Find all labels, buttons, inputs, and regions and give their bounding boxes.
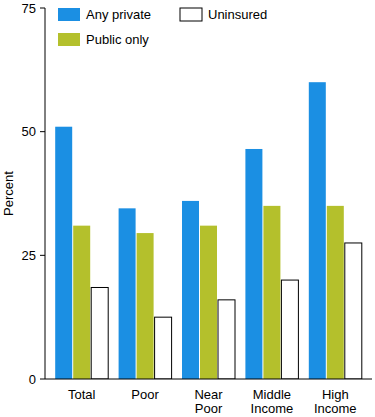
y-tick-label: 75	[22, 1, 36, 16]
x-tick-label: NearPoor	[194, 387, 223, 416]
y-tick	[40, 8, 45, 9]
legend-label: Public only	[86, 32, 149, 47]
bar	[245, 149, 262, 379]
x-tick-label-line: High	[322, 387, 349, 402]
bar	[182, 201, 199, 379]
bar	[327, 206, 344, 379]
legend-swatch	[58, 8, 80, 21]
legend-label: Uninsured	[208, 7, 267, 22]
bar	[200, 226, 217, 379]
y-tick-label: 25	[22, 248, 36, 263]
x-tick-label-line: Income	[251, 401, 294, 416]
bar	[91, 287, 108, 379]
x-tick-label: MiddleIncome	[251, 387, 294, 416]
bar	[281, 280, 298, 379]
y-tick	[40, 379, 45, 380]
x-tick-label-line: Near	[194, 387, 223, 402]
x-tick-label-line: Middle	[253, 387, 291, 402]
y-axis	[45, 8, 46, 379]
legend-label: Any private	[86, 7, 151, 22]
bar	[263, 206, 280, 379]
chart: 0255075PercentTotalPoorNearPoorMiddleInc…	[0, 0, 375, 417]
legend-swatch	[180, 8, 202, 21]
y-axis-label: Percent	[1, 171, 16, 216]
x-tick-label-line: Poor	[195, 401, 223, 416]
x-tick-label-line: Income	[314, 401, 357, 416]
bar	[218, 300, 235, 379]
bar	[119, 208, 136, 379]
x-tick-label-line: Total	[68, 387, 96, 402]
y-tick-label: 0	[29, 372, 36, 387]
bar	[309, 82, 326, 379]
y-tick	[40, 131, 45, 132]
bar	[345, 243, 362, 379]
y-tick	[40, 255, 45, 256]
bars	[55, 82, 362, 379]
bar	[137, 233, 154, 379]
x-tick-label: Poor	[131, 387, 159, 402]
x-axis	[45, 379, 372, 380]
x-tick-label: HighIncome	[314, 387, 357, 416]
y-tick-label: 50	[22, 124, 36, 139]
x-tick-label-line: Poor	[131, 387, 159, 402]
bar	[55, 127, 72, 379]
bar	[73, 226, 90, 379]
bar	[155, 317, 172, 379]
legend-swatch	[58, 33, 80, 46]
x-tick-label: Total	[68, 387, 96, 402]
